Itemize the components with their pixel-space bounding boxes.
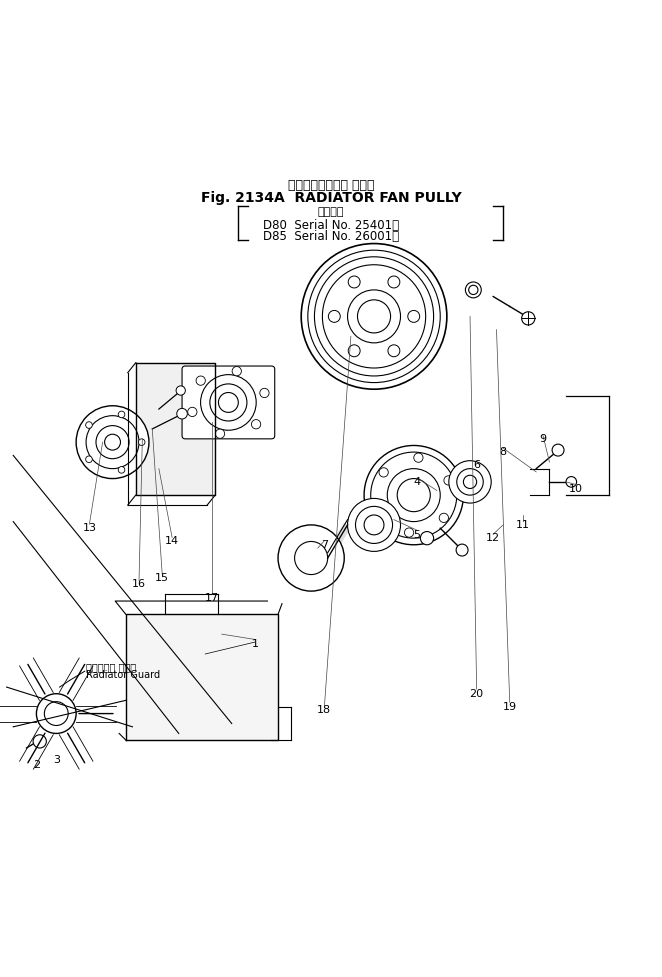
Circle shape [522, 312, 535, 325]
Text: D80  Serial No. 25401～: D80 Serial No. 25401～ [263, 219, 399, 233]
Text: 9: 9 [540, 434, 546, 444]
Text: 11: 11 [516, 520, 530, 530]
Text: 2: 2 [33, 760, 40, 770]
Circle shape [364, 446, 463, 545]
Circle shape [260, 388, 269, 398]
Circle shape [463, 475, 477, 488]
Circle shape [301, 243, 447, 389]
Text: 13: 13 [82, 524, 97, 533]
Polygon shape [136, 362, 215, 495]
Circle shape [388, 276, 400, 288]
Circle shape [118, 411, 125, 418]
Circle shape [469, 285, 478, 294]
Circle shape [397, 479, 430, 512]
Circle shape [314, 257, 434, 376]
Circle shape [456, 544, 468, 556]
Circle shape [439, 513, 448, 523]
Circle shape [328, 311, 340, 322]
Circle shape [177, 408, 187, 419]
Circle shape [444, 476, 453, 485]
Text: 3: 3 [53, 755, 60, 765]
Text: 15: 15 [155, 573, 169, 583]
Circle shape [371, 452, 457, 538]
Circle shape [374, 505, 383, 515]
Circle shape [85, 422, 92, 428]
Circle shape [86, 415, 139, 469]
Circle shape [196, 376, 205, 385]
Circle shape [176, 386, 185, 395]
Text: 19: 19 [502, 701, 517, 712]
Circle shape [278, 525, 344, 591]
Circle shape [76, 405, 149, 479]
Text: ラジエータ ガード: ラジエータ ガード [86, 662, 136, 672]
Circle shape [188, 407, 197, 416]
Circle shape [357, 300, 391, 333]
Circle shape [348, 290, 401, 343]
Text: 1: 1 [252, 639, 258, 649]
Circle shape [201, 374, 256, 430]
Text: 20: 20 [469, 689, 484, 699]
Circle shape [457, 469, 483, 495]
Circle shape [105, 434, 120, 450]
Circle shape [308, 250, 440, 383]
Circle shape [414, 453, 423, 462]
Text: 12: 12 [486, 533, 500, 543]
Circle shape [387, 469, 440, 522]
Circle shape [85, 456, 92, 462]
Circle shape [420, 531, 434, 545]
Circle shape [408, 311, 420, 322]
Text: 6: 6 [473, 460, 480, 470]
Circle shape [218, 393, 238, 412]
Circle shape [215, 429, 224, 439]
Circle shape [36, 694, 76, 734]
Text: 5: 5 [414, 530, 420, 540]
FancyBboxPatch shape [182, 366, 275, 439]
Text: 8: 8 [500, 447, 506, 457]
Circle shape [566, 477, 577, 488]
Polygon shape [126, 615, 278, 740]
Text: D85  Serial No. 26001～: D85 Serial No. 26001～ [263, 231, 399, 243]
Circle shape [295, 541, 328, 574]
Circle shape [348, 276, 360, 288]
Circle shape [449, 461, 491, 503]
Text: 4: 4 [414, 477, 420, 487]
Text: 14: 14 [165, 536, 179, 546]
Text: 16: 16 [132, 579, 146, 589]
Circle shape [322, 265, 426, 368]
Circle shape [364, 515, 384, 534]
Circle shape [232, 366, 242, 376]
Circle shape [252, 419, 261, 429]
Text: 17: 17 [205, 593, 219, 603]
Circle shape [388, 345, 400, 357]
Circle shape [348, 345, 360, 357]
Circle shape [465, 282, 481, 298]
Circle shape [138, 439, 145, 446]
Text: 7: 7 [321, 539, 328, 550]
Circle shape [33, 735, 46, 748]
Text: 18: 18 [317, 705, 332, 715]
Circle shape [96, 426, 129, 459]
Text: ラジエータファン プーリ: ラジエータファン プーリ [288, 179, 374, 191]
Text: Fig. 2134A  RADIATOR FAN PULLY: Fig. 2134A RADIATOR FAN PULLY [201, 191, 461, 204]
Text: 適用号機: 適用号機 [318, 207, 344, 217]
Circle shape [355, 506, 393, 543]
Circle shape [44, 701, 68, 726]
Circle shape [348, 498, 401, 551]
Circle shape [404, 528, 414, 537]
Text: 10: 10 [569, 484, 583, 493]
Circle shape [552, 445, 564, 456]
Circle shape [379, 468, 389, 477]
Circle shape [210, 384, 247, 421]
Text: Radiator Guard: Radiator Guard [86, 670, 160, 680]
Circle shape [118, 467, 125, 473]
